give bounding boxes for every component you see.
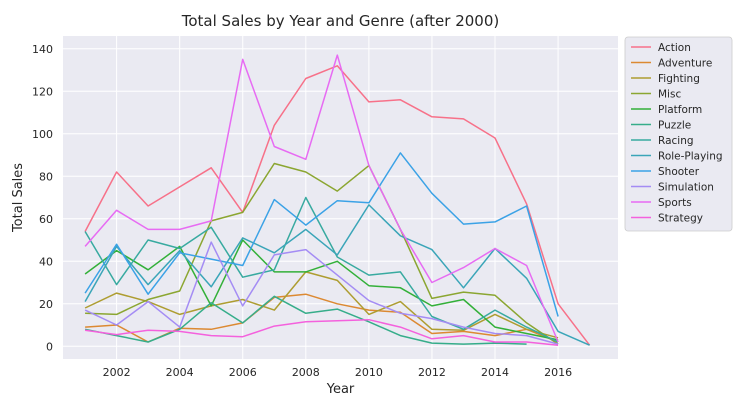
legend-label-shooter: Shooter bbox=[658, 166, 700, 178]
legend-label-fighting: Fighting bbox=[658, 73, 700, 85]
legend-label-strategy: Strategy bbox=[658, 213, 703, 225]
series-line-shooter bbox=[84, 152, 559, 317]
series-line-role-playing bbox=[84, 204, 590, 346]
x-tick-label: 2016 bbox=[544, 366, 572, 379]
legend-label-role-playing: Role-Playing bbox=[658, 151, 723, 163]
legend-box bbox=[624, 36, 733, 232]
x-tick-label: 2014 bbox=[481, 366, 509, 379]
legend-label-simulation: Simulation bbox=[658, 182, 714, 194]
y-tick-label: 60 bbox=[39, 213, 53, 226]
legend-label-misc: Misc bbox=[658, 89, 681, 101]
y-tick-label: 20 bbox=[39, 298, 53, 311]
legend-label-racing: Racing bbox=[658, 135, 694, 147]
y-tick-label: 100 bbox=[32, 128, 53, 141]
series-line-simulation bbox=[84, 241, 559, 345]
y-tick-label: 80 bbox=[39, 170, 53, 183]
legend: Action Adventure Fighting Misc Platform Puzzl… bbox=[624, 36, 733, 232]
y-axis-label: Total Sales bbox=[11, 163, 26, 233]
x-tick-label: 2012 bbox=[418, 366, 446, 379]
series-line-action bbox=[84, 65, 591, 346]
series-line-misc bbox=[85, 162, 559, 345]
series-line-puzzle bbox=[84, 295, 527, 345]
series-line-sports bbox=[84, 54, 559, 343]
x-axis-label: Year bbox=[326, 382, 355, 397]
legend-label-platform: Platform bbox=[658, 104, 702, 116]
legend-label-sports: Sports bbox=[658, 197, 692, 209]
x-tick-label: 2004 bbox=[166, 366, 194, 379]
chart-title: Total Sales by Year and Genre (after 200… bbox=[181, 12, 500, 30]
x-tick-label: 2006 bbox=[229, 366, 257, 379]
x-axis: 2002 2004 2006 2008 2010 2012 2014 2016 bbox=[103, 366, 572, 379]
y-tick-label: 140 bbox=[32, 43, 53, 56]
y-tick-label: 120 bbox=[32, 85, 53, 98]
series-layer bbox=[84, 54, 591, 346]
x-tick-label: 2010 bbox=[355, 366, 383, 379]
y-axis: 0 20 40 60 80 100 120 140 bbox=[32, 43, 53, 354]
series-line-fighting bbox=[84, 271, 559, 339]
series-line-strategy bbox=[84, 318, 559, 346]
legend-label-puzzle: Puzzle bbox=[658, 120, 691, 132]
x-tick-label: 2002 bbox=[103, 366, 131, 379]
legend-label-action: Action bbox=[658, 42, 691, 54]
y-tick-label: 0 bbox=[46, 340, 53, 353]
legend-label-adventure: Adventure bbox=[658, 58, 712, 70]
series-line-platform bbox=[84, 239, 559, 341]
y-tick-label: 40 bbox=[39, 255, 53, 268]
x-tick-label: 2008 bbox=[292, 366, 320, 379]
series-line-racing bbox=[84, 196, 559, 343]
